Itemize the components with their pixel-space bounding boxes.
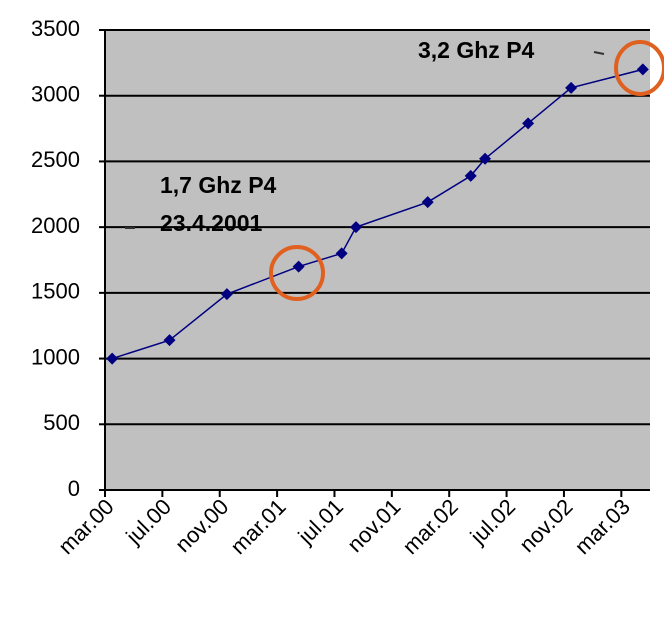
line — [111, 68, 644, 360]
x-tick-label: jul.01 — [293, 494, 349, 550]
y-tick-label: 2500 — [31, 147, 80, 172]
marker — [565, 81, 578, 94]
marker — [421, 196, 434, 209]
x-tick-label: nov.01 — [342, 494, 405, 557]
y-tick-label: 500 — [43, 410, 80, 435]
x-tick-label: mar.00 — [53, 494, 118, 559]
marker — [292, 260, 305, 273]
marker — [464, 169, 477, 182]
y-tick-label: 3000 — [31, 82, 80, 107]
x-tick-label: jul.02 — [465, 494, 521, 550]
y-tick-label: 3500 — [31, 16, 80, 41]
marker — [220, 288, 233, 301]
y-tick-label: 0 — [68, 476, 80, 501]
plot-area — [105, 30, 650, 490]
x-tick-label: mar.03 — [570, 494, 635, 559]
marker — [479, 152, 492, 165]
marker — [349, 221, 362, 234]
marker — [335, 247, 348, 260]
x-tick-label: mar.02 — [398, 494, 463, 559]
marker — [522, 117, 535, 130]
y-tick-label: 1000 — [31, 344, 80, 369]
annotation-dash — [593, 51, 605, 55]
annotation: 1,7 Ghz P4 — [160, 172, 277, 198]
y-tick-label: 2000 — [31, 213, 80, 238]
highlight-circle — [269, 245, 325, 301]
x-tick-label: nov.00 — [170, 494, 233, 557]
annotation: 3,2 Ghz P4 — [418, 37, 535, 63]
x-tick-label: nov.02 — [514, 494, 577, 557]
y-tick-label: 1500 — [31, 279, 80, 304]
x-tick-label: mar.01 — [226, 494, 291, 559]
annotation: 23.4.2001 — [160, 210, 263, 236]
marker — [106, 352, 119, 365]
marker — [163, 334, 176, 347]
marker — [636, 63, 649, 76]
x-tick-label: jul.00 — [120, 494, 176, 550]
highlight-circle — [614, 40, 664, 96]
